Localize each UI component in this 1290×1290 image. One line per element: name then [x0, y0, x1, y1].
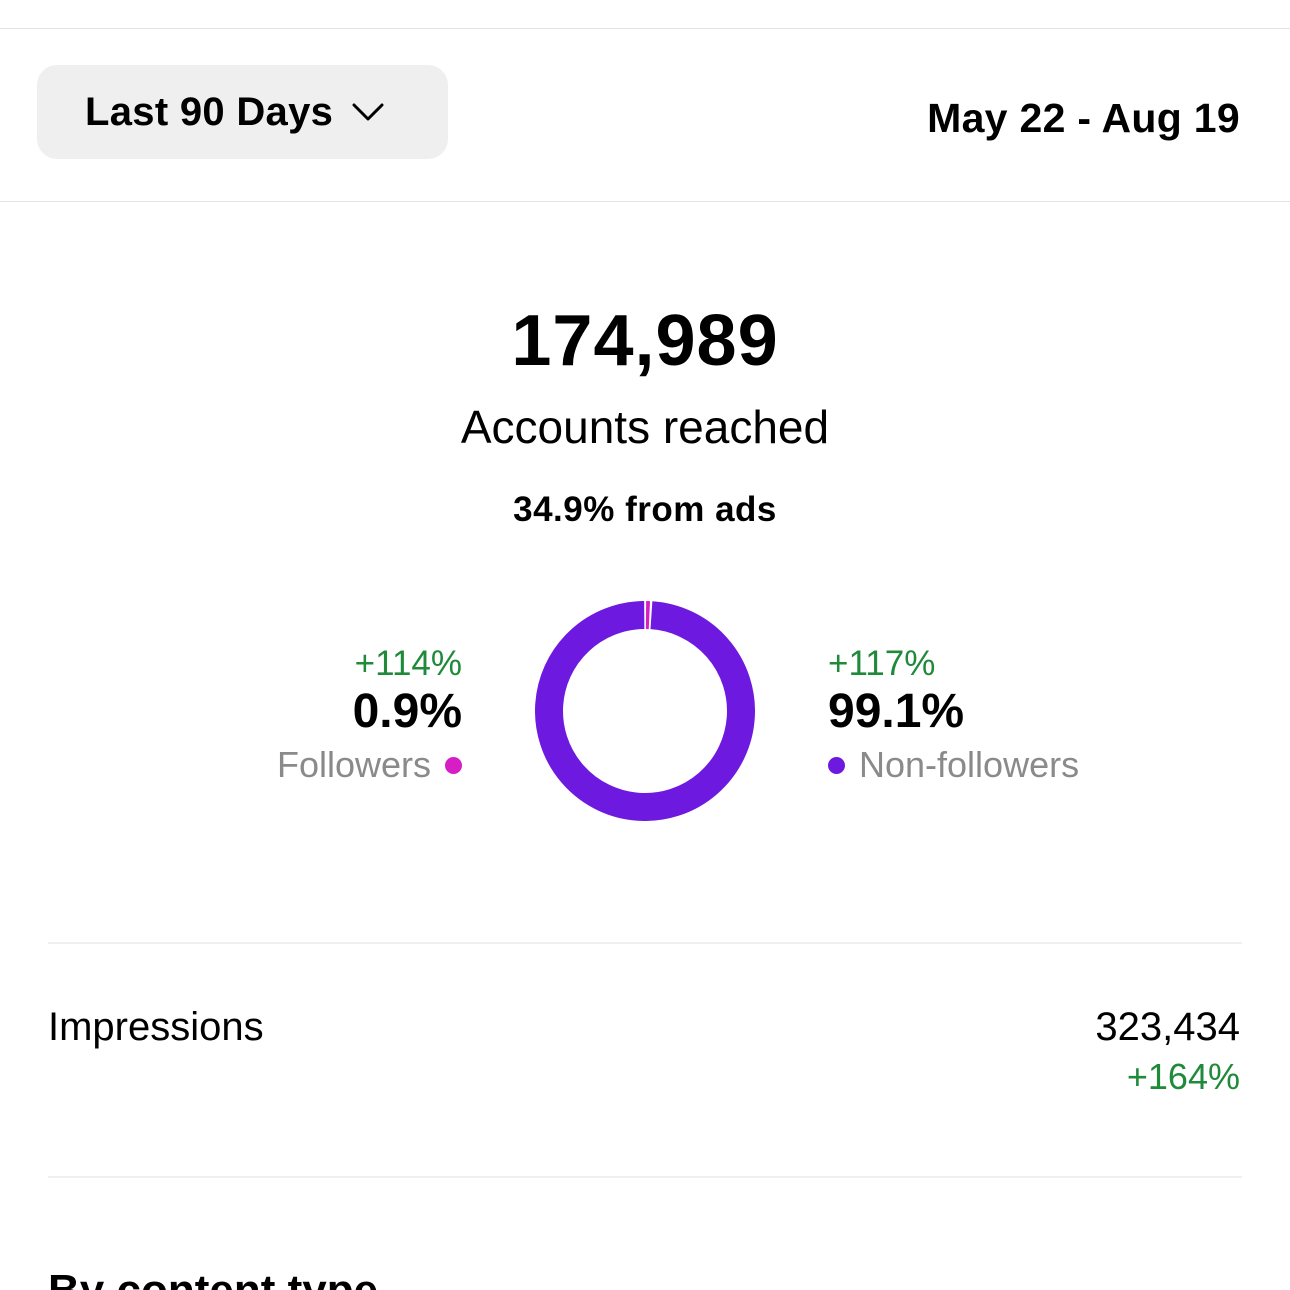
non-followers-percent: 99.1%: [828, 685, 965, 738]
donut-slice-non-followers: [535, 601, 755, 821]
non-followers-legend: Non-followers: [828, 743, 1079, 787]
accounts-reached-value: 174,989: [511, 301, 779, 381]
impressions-label: Impressions: [48, 1005, 264, 1049]
non-followers-dot-icon: [828, 756, 845, 774]
audience-donut-chart: [535, 601, 755, 821]
impressions-value: 323,434: [1095, 1005, 1240, 1049]
content-type-heading: By content type: [48, 1266, 378, 1290]
section-divider-2: [48, 1176, 1242, 1178]
non-followers-change: +117%: [828, 644, 936, 683]
accounts-reached-label: Accounts reached: [460, 401, 830, 453]
header-divider: [0, 201, 1290, 202]
followers-stat: +114% 0.9% Followers: [277, 645, 462, 787]
date-range-dropdown[interactable]: Last 90 Days: [37, 65, 448, 159]
donut-slice-followers: [535, 601, 755, 821]
followers-dot-icon: [445, 756, 462, 774]
top-divider: [0, 28, 1290, 29]
non-followers-label: Non-followers: [859, 744, 1080, 785]
followers-change: +114%: [354, 644, 462, 683]
date-range-text: May 22 - Aug 19: [927, 95, 1240, 141]
from-ads-note: 34.9% from ads: [513, 490, 777, 529]
followers-label: Followers: [276, 744, 431, 785]
section-divider: [48, 942, 1242, 944]
non-followers-stat: +117% 99.1% Non-followers: [828, 645, 1079, 787]
followers-percent: 0.9%: [352, 685, 462, 738]
followers-legend: Followers: [277, 743, 462, 787]
impressions-change: +164%: [1126, 1056, 1240, 1097]
date-range-dropdown-label: Last 90 Days: [85, 89, 334, 134]
chevron-down-icon: [352, 103, 384, 121]
